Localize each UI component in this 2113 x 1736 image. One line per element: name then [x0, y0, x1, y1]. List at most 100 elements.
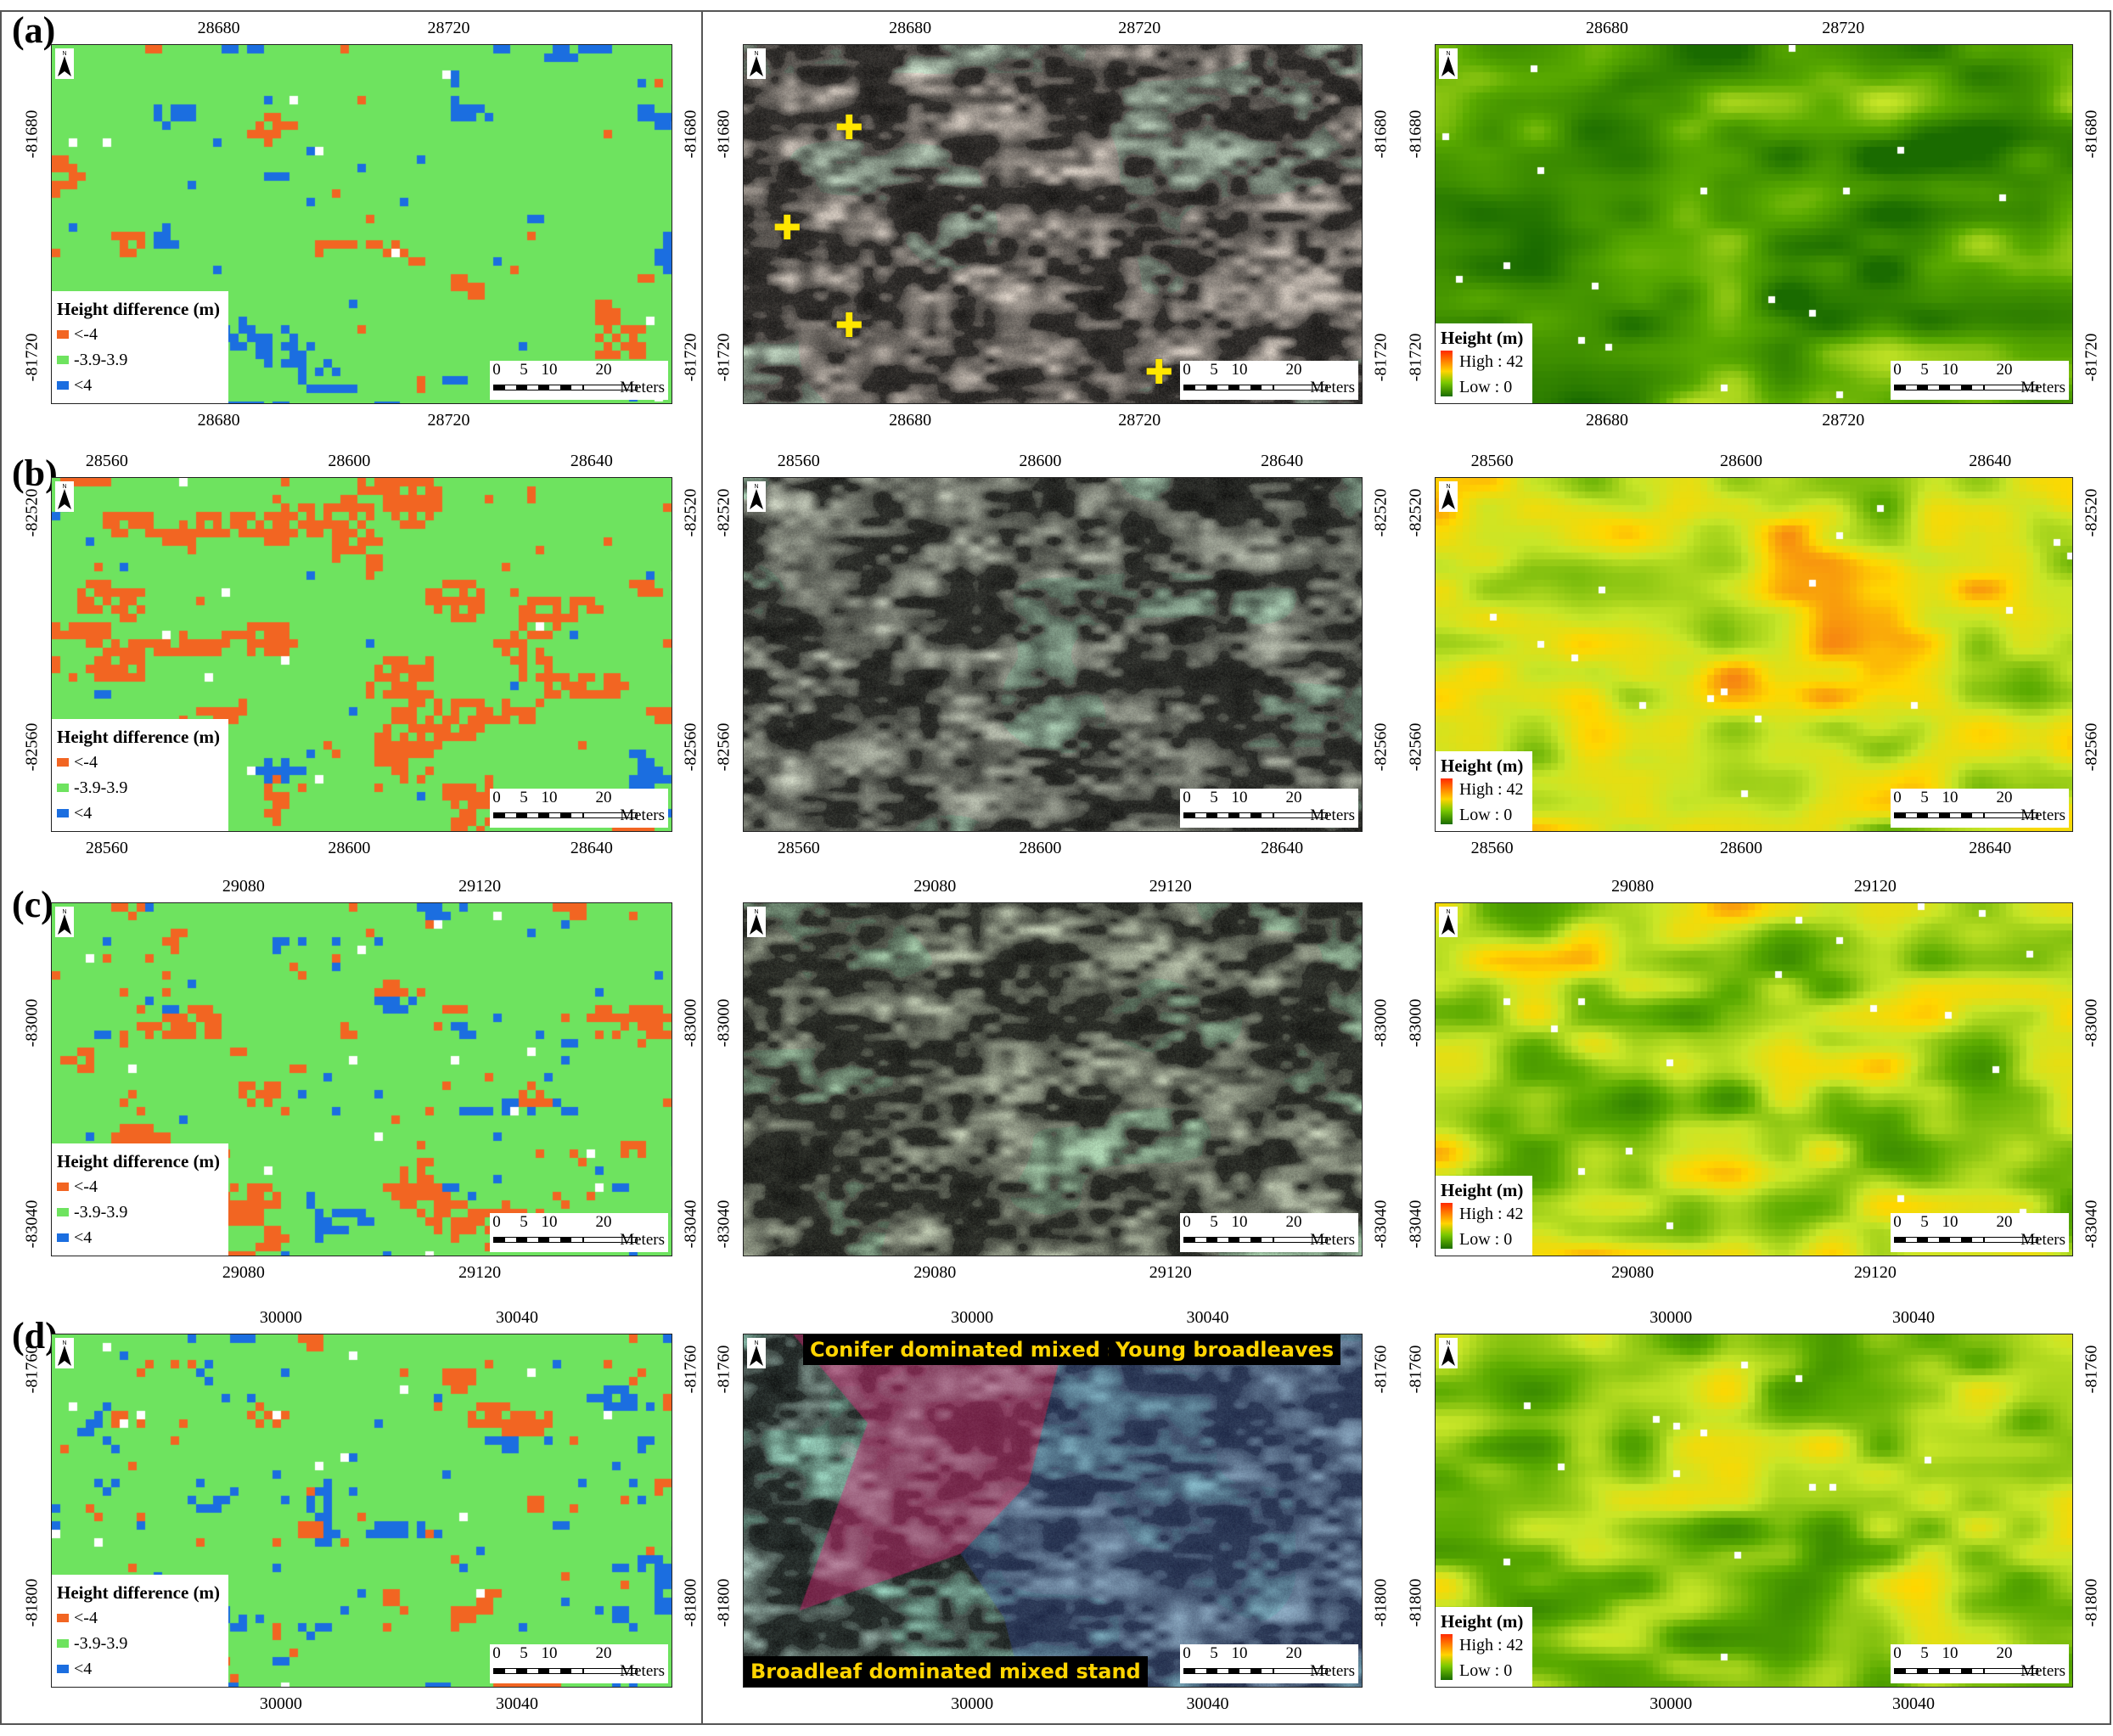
legend-item: <-4 — [57, 1174, 220, 1199]
y-tick-label-left: -81680 — [1406, 110, 1425, 159]
y-tick-label-right: -82560 — [1371, 722, 1391, 772]
legend-title: Height (m) — [1441, 1180, 1524, 1200]
svg-text:N: N — [754, 484, 758, 490]
row-label: (d) — [12, 1315, 58, 1357]
x-tick-label-bottom: 29120 — [458, 1263, 502, 1282]
y-tick-label-right: -81760 — [1371, 1345, 1391, 1394]
aerial-image-map: Conifer dominated mixed stand Young broad… — [743, 1334, 1363, 1688]
y-tick-label-right: -81800 — [2082, 1578, 2101, 1627]
scale-bar-segment-long — [583, 1668, 638, 1674]
scale-bar-segment-long — [583, 385, 638, 390]
x-tick-label-bottom: 28720 — [1118, 411, 1161, 430]
scale-tick: 10 — [541, 789, 558, 806]
y-tick-label-right: -83040 — [1371, 1200, 1391, 1249]
scale-tick: 20 — [595, 789, 612, 806]
legend-title: Height difference (m) — [57, 1582, 221, 1603]
scale-tick: 5 — [520, 1213, 528, 1231]
scale-tick: 5 — [1210, 789, 1218, 806]
field-plot-marker-icon: ✚ — [835, 306, 863, 346]
x-tick-label-top: 28560 — [1470, 452, 1514, 470]
scale-unit: Meters — [1310, 379, 1355, 396]
scale-unit: Meters — [1310, 1231, 1355, 1249]
legend-item: <4 — [57, 801, 220, 826]
scale-tick: 20 — [1996, 789, 2013, 806]
x-tick-label-bottom: 28640 — [1969, 839, 2012, 857]
y-tick-label-right: -81680 — [681, 110, 700, 159]
y-tick-label-left: -83040 — [1406, 1200, 1425, 1249]
x-tick-label-top: 28640 — [570, 452, 613, 470]
x-tick-label-top: 28720 — [427, 19, 470, 37]
scale-bar-segments — [493, 1237, 583, 1243]
scale-bar-segment-long — [583, 812, 638, 818]
svg-text:N: N — [1446, 1340, 1450, 1346]
scale-bar-segments — [493, 1668, 583, 1674]
x-tick-label-bottom: 28560 — [1470, 839, 1514, 857]
scale-tick: 5 — [520, 789, 528, 806]
x-tick-label-top: 30000 — [259, 1308, 302, 1327]
north-arrow-icon: N — [55, 481, 74, 512]
scale-bar-segments — [1183, 1668, 1273, 1674]
scale-bar-segments — [1894, 385, 1984, 390]
height-legend: Height (m) High : 42 Low : 0 — [1436, 1607, 1532, 1687]
scale-tick: 5 — [1210, 361, 1218, 379]
scale-tick: 5 — [520, 1644, 528, 1662]
scale-tick: 20 — [595, 1213, 612, 1231]
x-tick-label-top: 28560 — [85, 452, 128, 470]
x-tick-label-bottom: 28560 — [777, 839, 820, 857]
scale-bar: 0 5 10 20 Meters — [1891, 789, 2069, 828]
canopy-height-map-raster — [1436, 45, 2072, 403]
north-arrow-icon: N — [747, 48, 766, 79]
y-tick-label-right: -83040 — [681, 1200, 700, 1249]
north-arrow-icon: N — [55, 48, 74, 79]
legend-swatch — [57, 758, 69, 767]
y-tick-label-left: -83000 — [1406, 998, 1425, 1048]
canopy-height-map-raster — [1436, 1334, 2072, 1687]
north-arrow-icon: N — [1439, 1338, 1458, 1368]
legend-low-label: Low : 0 — [1459, 1230, 1513, 1249]
x-tick-label-bottom: 28640 — [570, 839, 613, 857]
scale-tick: 5 — [1920, 361, 1929, 379]
row-label: (c) — [12, 884, 53, 925]
scale-tick: 0 — [492, 361, 501, 379]
x-tick-label-bottom: 28560 — [85, 839, 128, 857]
legend-swatch — [57, 1665, 69, 1673]
legend-low-label: Low : 0 — [1459, 806, 1513, 824]
y-tick-label-left: -82520 — [714, 488, 733, 537]
x-tick-label-top: 28600 — [1019, 452, 1062, 470]
x-tick-label-bottom: 30000 — [259, 1694, 302, 1713]
x-tick-label-bottom: 29080 — [913, 1263, 957, 1282]
scale-tick: 20 — [1285, 1644, 1302, 1662]
y-tick-label-right: -81680 — [2082, 110, 2101, 159]
canopy-height-map-raster — [1436, 478, 2072, 831]
y-tick-label-left: -81720 — [22, 333, 42, 382]
legend-label: <-4 — [74, 753, 98, 772]
height-difference-legend: Height difference (m) <-4 -3.9-3.9 <4 — [52, 719, 229, 831]
legend-item: -3.9-3.9 — [57, 1199, 220, 1225]
scale-tick: 0 — [492, 789, 501, 806]
legend-swatch — [57, 784, 69, 792]
scale-bar: 0 5 10 20 Meters — [1891, 361, 2069, 400]
scale-bar-segment-long — [1273, 385, 1328, 390]
x-tick-label-bottom: 30000 — [1649, 1694, 1693, 1713]
stand-label-young-broadleaves: Young broadleaves — [1109, 1334, 1341, 1365]
scale-bar-segments — [493, 812, 583, 818]
scale-unit: Meters — [620, 1662, 665, 1680]
scale-tick: 20 — [1996, 1644, 2013, 1662]
legend-item: <4 — [57, 1656, 220, 1682]
legend-swatch — [57, 330, 69, 339]
legend-title: Height difference (m) — [57, 727, 221, 747]
legend-swatch — [57, 1183, 69, 1191]
north-arrow-icon: N — [55, 907, 74, 937]
scale-tick: 0 — [1893, 1644, 1902, 1662]
legend-label: -3.9-3.9 — [74, 1634, 128, 1653]
x-tick-label-bottom: 28600 — [1019, 839, 1062, 857]
y-tick-label-left: -83000 — [714, 998, 733, 1048]
legend-item: -3.9-3.9 — [57, 775, 220, 801]
y-tick-label-left: -82520 — [1406, 488, 1425, 537]
scale-tick: 0 — [1893, 1213, 1902, 1231]
legend-label: <-4 — [74, 325, 98, 344]
y-tick-label-right: -82520 — [2082, 488, 2101, 537]
x-tick-label-top: 30000 — [1649, 1308, 1693, 1327]
scale-unit: Meters — [1310, 806, 1355, 824]
legend-label: -3.9-3.9 — [74, 1203, 128, 1222]
